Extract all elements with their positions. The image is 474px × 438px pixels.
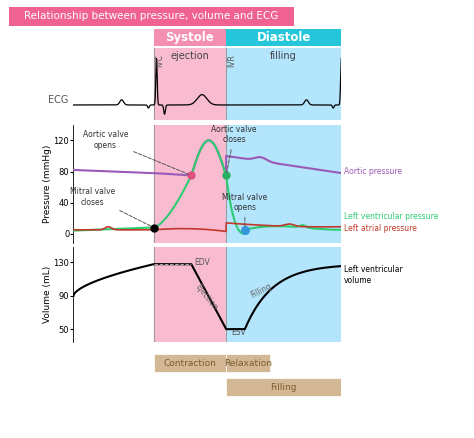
Text: Mitral valve
opens: Mitral valve opens bbox=[222, 193, 267, 227]
Bar bbox=[154, 48, 226, 120]
Bar bbox=[154, 29, 226, 46]
Bar bbox=[226, 29, 341, 46]
Text: Relationship between pressure, volume and ECG: Relationship between pressure, volume an… bbox=[25, 11, 279, 21]
Bar bbox=[73, 48, 154, 120]
Bar bbox=[226, 378, 341, 396]
Text: Ejection: Ejection bbox=[193, 283, 219, 312]
Bar bbox=[226, 125, 341, 243]
Y-axis label: Pressure (mmHg): Pressure (mmHg) bbox=[43, 145, 52, 223]
Text: Left ventricular pressure: Left ventricular pressure bbox=[344, 212, 438, 221]
Text: Left ventricular
volume: Left ventricular volume bbox=[344, 265, 403, 285]
Text: Systole: Systole bbox=[165, 31, 214, 44]
Bar bbox=[73, 247, 154, 342]
Text: Mitral valve
closes: Mitral valve closes bbox=[70, 187, 151, 226]
Bar bbox=[154, 125, 226, 243]
Bar bbox=[154, 354, 226, 372]
Text: Filling: Filling bbox=[271, 383, 297, 392]
Text: Aortic valve
opens: Aortic valve opens bbox=[83, 131, 189, 174]
Text: EDV: EDV bbox=[194, 258, 210, 267]
FancyBboxPatch shape bbox=[0, 5, 317, 28]
Text: Aortic pressure: Aortic pressure bbox=[344, 167, 402, 176]
Text: filling: filling bbox=[270, 51, 297, 61]
Text: Filling: Filling bbox=[249, 282, 273, 300]
Y-axis label: Volume (mL): Volume (mL) bbox=[43, 266, 52, 323]
Bar bbox=[73, 125, 154, 243]
Text: Relaxation: Relaxation bbox=[224, 359, 272, 367]
Text: Aortic valve
closes: Aortic valve closes bbox=[211, 125, 257, 173]
Text: ejection: ejection bbox=[171, 51, 210, 61]
Bar bbox=[226, 354, 270, 372]
Text: Left atrial pressure: Left atrial pressure bbox=[344, 224, 417, 233]
Text: Contraction: Contraction bbox=[164, 359, 217, 367]
Text: ECG: ECG bbox=[48, 95, 68, 105]
Text: IVR: IVR bbox=[227, 54, 236, 67]
Text: ESV: ESV bbox=[231, 328, 246, 337]
Text: IVC: IVC bbox=[155, 54, 164, 67]
Bar bbox=[154, 247, 226, 342]
Text: Diastole: Diastole bbox=[256, 31, 311, 44]
Bar bbox=[226, 247, 341, 342]
Bar bbox=[226, 48, 341, 120]
